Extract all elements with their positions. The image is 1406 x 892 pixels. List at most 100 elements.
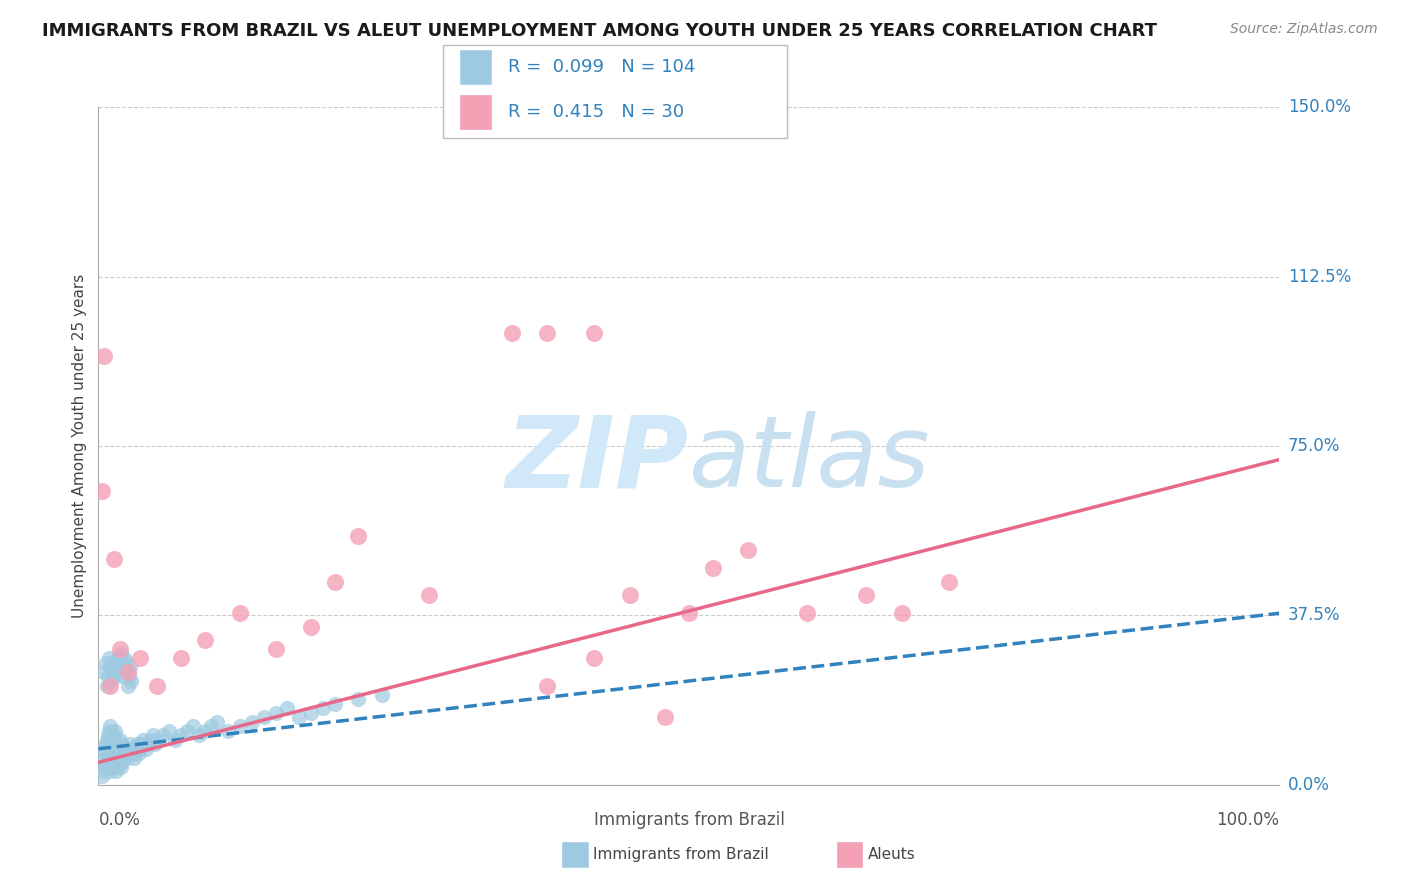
Point (139, 732, 162, 747)
Point (105, 651, 128, 665)
Point (142, 728, 165, 742)
Text: 150.0%: 150.0% (1288, 98, 1351, 116)
Point (91, 484, 114, 499)
Point (890, 606, 912, 620)
Point (583, 651, 606, 665)
Point (217, 723, 239, 738)
Point (129, 737, 152, 751)
Point (120, 660, 142, 674)
Point (111, 756, 134, 770)
Point (98, 660, 121, 674)
Point (264, 642, 287, 657)
Point (121, 747, 143, 761)
Point (187, 728, 209, 742)
Point (93, 349, 115, 363)
Point (143, 737, 166, 751)
Point (938, 574, 960, 589)
Point (299, 620, 322, 634)
Point (98, 747, 121, 761)
Point (107, 665, 129, 679)
Point (110, 760, 132, 774)
Text: 0.0%: 0.0% (98, 811, 141, 829)
Point (128, 651, 150, 665)
Point (121, 741, 143, 756)
Point (288, 710, 311, 724)
Point (103, 656, 125, 670)
Text: Aleuts: Aleuts (868, 847, 915, 862)
Point (125, 741, 148, 756)
Point (91, 769, 114, 783)
Point (117, 747, 139, 761)
Point (194, 633, 217, 648)
Point (229, 606, 252, 620)
Point (128, 747, 150, 761)
Point (347, 692, 370, 706)
Point (702, 561, 724, 575)
Point (97, 728, 120, 742)
Point (418, 588, 440, 602)
Point (96, 679, 118, 693)
Point (94, 760, 117, 774)
Point (103, 552, 125, 566)
Point (100, 760, 122, 774)
Point (105, 764, 128, 779)
Point (128, 741, 150, 756)
Point (112, 651, 135, 665)
Point (105, 737, 128, 751)
Point (103, 751, 125, 765)
Point (678, 606, 700, 620)
Point (855, 588, 877, 602)
Point (98, 723, 121, 738)
Point (312, 701, 335, 715)
Point (157, 723, 180, 738)
Point (101, 732, 124, 747)
Point (118, 741, 141, 756)
Point (619, 588, 641, 602)
Point (115, 751, 138, 765)
Point (100, 673, 122, 688)
Point (181, 719, 204, 733)
Point (96, 756, 118, 770)
Text: Source: ZipAtlas.com: Source: ZipAtlas.com (1230, 22, 1378, 37)
Point (132, 732, 155, 747)
Point (98, 741, 121, 756)
Point (112, 660, 135, 674)
Text: IMMIGRANTS FROM BRAZIL VS ALEUT UNEMPLOYMENT AMONG YOUTH UNDER 25 YEARS CORRELAT: IMMIGRANTS FROM BRAZIL VS ALEUT UNEMPLOY… (42, 22, 1157, 40)
Point (371, 688, 394, 702)
Point (194, 723, 217, 738)
Point (101, 665, 124, 679)
Point (170, 728, 193, 742)
Point (323, 697, 346, 711)
Point (98, 764, 121, 779)
Point (117, 665, 139, 679)
Point (347, 529, 370, 543)
Text: 112.5%: 112.5% (1288, 268, 1351, 285)
Point (536, 326, 558, 340)
Text: R =  0.099   N = 104: R = 0.099 N = 104 (508, 58, 695, 76)
Point (111, 669, 134, 683)
Point (93, 665, 115, 679)
Point (97, 751, 120, 765)
Point (583, 326, 606, 340)
Text: 75.0%: 75.0% (1288, 437, 1340, 455)
Point (152, 728, 174, 742)
Point (112, 747, 135, 761)
Point (91, 741, 114, 756)
Point (110, 741, 132, 756)
Point (105, 741, 128, 756)
Point (796, 606, 818, 620)
Point (737, 543, 759, 558)
Point (91, 756, 114, 770)
Point (108, 656, 131, 670)
Point (536, 679, 558, 693)
Point (98, 679, 121, 693)
Point (146, 732, 169, 747)
Text: 100.0%: 100.0% (1216, 811, 1279, 829)
Text: 37.5%: 37.5% (1288, 607, 1340, 624)
Point (118, 669, 141, 683)
Point (136, 737, 159, 751)
Point (115, 656, 138, 670)
Point (97, 669, 120, 683)
Point (146, 679, 169, 693)
Point (114, 741, 136, 756)
